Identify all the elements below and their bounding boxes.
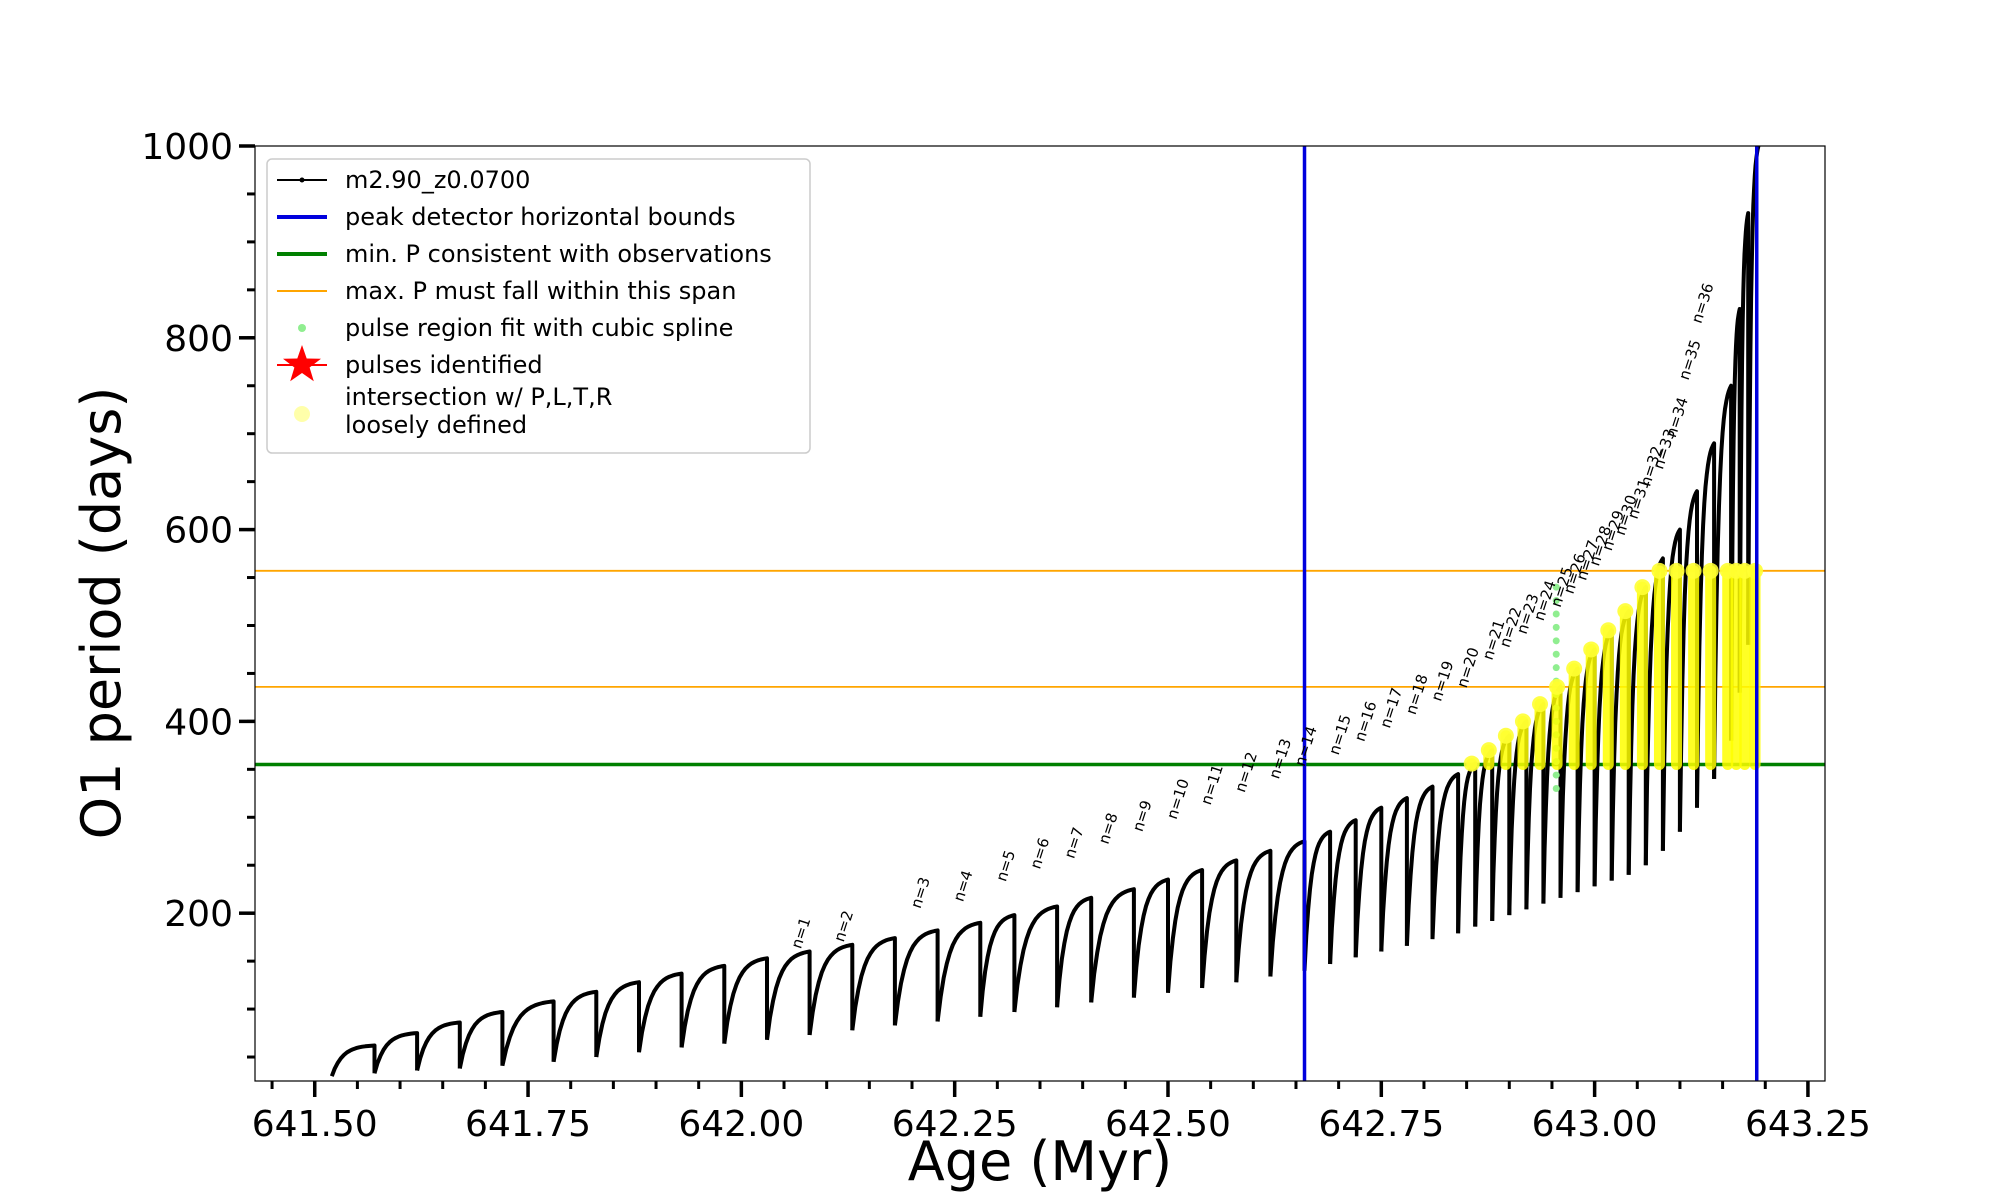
- series-cycle-44: [1677, 489, 1699, 832]
- x-tick-label: 641.50: [252, 1104, 378, 1145]
- y-axis-label: O1 period (days): [70, 387, 133, 840]
- series-cycle-20: [1131, 877, 1170, 998]
- intersection-point-45: [1702, 562, 1719, 579]
- series-cycle-47: [1729, 307, 1742, 741]
- legend-handle-dot: [299, 177, 305, 183]
- series-cycle-14: [892, 928, 940, 1026]
- y-tick-label: 200: [164, 894, 233, 935]
- intersection-point-31: [1463, 755, 1480, 772]
- series-cycle-16: [978, 913, 1017, 1017]
- legend-label: pulses identified: [345, 351, 543, 379]
- intersection-points: [1463, 562, 1764, 772]
- x-tick-label: 642.50: [1105, 1104, 1231, 1145]
- series-cycle-13: [850, 936, 897, 1031]
- series-cycle-10: [722, 956, 769, 1044]
- intersection-point-35: [1532, 696, 1549, 713]
- series-cycle-43: [1660, 527, 1682, 851]
- series-cycle-28: [1379, 796, 1409, 952]
- legend-handle-circle: [294, 406, 310, 422]
- legend-label: intersection w/ P,L,T,R: [345, 383, 612, 411]
- series-cycle-2: [372, 1031, 420, 1074]
- series-cycle-9: [679, 963, 727, 1048]
- intersection-point-40: [1617, 603, 1634, 620]
- y-axis: 200 400 600 800 1000: [141, 127, 255, 1059]
- intersection-point-33: [1497, 727, 1514, 744]
- series-cycle-12: [807, 942, 855, 1036]
- series-cycle-26: [1328, 818, 1358, 965]
- series-cycle-4: [457, 1010, 505, 1069]
- series-cycle-3: [415, 1020, 462, 1071]
- series-cycle-17: [1012, 904, 1060, 1013]
- x-tick-label: 642.75: [1318, 1104, 1444, 1145]
- series-cycle-23: [1234, 848, 1273, 983]
- y-tick-label: 600: [164, 511, 233, 552]
- intersection-point-34: [1514, 713, 1531, 730]
- intersection-point-38: [1583, 641, 1600, 658]
- series-cycle-29: [1404, 784, 1435, 946]
- legend-handle-dot: [298, 324, 306, 332]
- legend-label: max. P must fall within this span: [345, 277, 736, 305]
- x-tick-label: 642.25: [892, 1104, 1018, 1145]
- x-axis-label: Age (Myr): [908, 1130, 1173, 1193]
- legend-label: min. P consistent with observations: [345, 240, 772, 268]
- intersection-point-41: [1634, 579, 1651, 596]
- series-cycle-18: [1055, 895, 1094, 1008]
- series-cycle-11: [765, 949, 812, 1041]
- series-cycle-22: [1200, 858, 1239, 989]
- legend-label: m2.90_z0.0700: [345, 166, 530, 194]
- legend-box: [266, 158, 811, 454]
- x-tick-label: 643.25: [1745, 1104, 1871, 1145]
- spline-point: [1552, 664, 1560, 672]
- y-tick-label: 800: [164, 319, 233, 360]
- spline-point: [1552, 637, 1560, 645]
- series-cycle-6: [551, 989, 599, 1063]
- spline-point: [1552, 623, 1560, 631]
- legend-handle-star: [283, 345, 321, 382]
- legend-label: peak detector horizontal bounds: [345, 203, 736, 231]
- intersection-point-44: [1685, 562, 1702, 579]
- spline-point: [1552, 597, 1560, 605]
- series-cycle-1: [329, 1043, 377, 1077]
- peak-detector-bounds: [1302, 146, 1759, 1081]
- intersection-point-42: [1651, 562, 1668, 579]
- intersection-point-36: [1549, 678, 1566, 695]
- x-tick-label: 641.75: [465, 1104, 591, 1145]
- series-cycle-15: [935, 920, 983, 1022]
- series-cycle-48: [1737, 211, 1751, 693]
- series-cycle-8: [637, 971, 684, 1053]
- spline-point: [1552, 650, 1560, 658]
- legend-label: loosely defined: [345, 411, 527, 439]
- x-tick-label: 642.00: [678, 1104, 804, 1145]
- intersection-point-32: [1480, 742, 1497, 759]
- series-cycle-21: [1166, 868, 1205, 993]
- series-cycle-27: [1353, 805, 1384, 958]
- series-cycle-19: [1089, 887, 1136, 1003]
- intersection-point-37: [1566, 660, 1583, 677]
- spline-point: [1552, 610, 1560, 618]
- y-tick-label: 400: [164, 702, 233, 743]
- intersection-point-43: [1668, 562, 1685, 579]
- spline-point: [1552, 771, 1560, 779]
- y-tick-label: 1000: [141, 127, 233, 168]
- legend-label: pulse region fit with cubic spline: [345, 314, 733, 342]
- spline-point: [1552, 785, 1560, 793]
- spline-point: [1552, 583, 1560, 591]
- series-cycle-24: [1268, 839, 1307, 977]
- series-cycle-7: [594, 980, 641, 1058]
- x-axis: 641.50 641.75 642.00 642.25 642.50 642.75 643.…: [252, 1081, 1871, 1145]
- series-cycle-25: [1302, 829, 1333, 971]
- series-cycle-45: [1695, 441, 1717, 808]
- intersection-point-39: [1600, 622, 1617, 639]
- series-cycle-5: [500, 999, 556, 1067]
- x-tick-label: 643.00: [1532, 1104, 1658, 1145]
- series-cycle-30: [1430, 772, 1461, 940]
- series-cycle-46: [1712, 383, 1734, 779]
